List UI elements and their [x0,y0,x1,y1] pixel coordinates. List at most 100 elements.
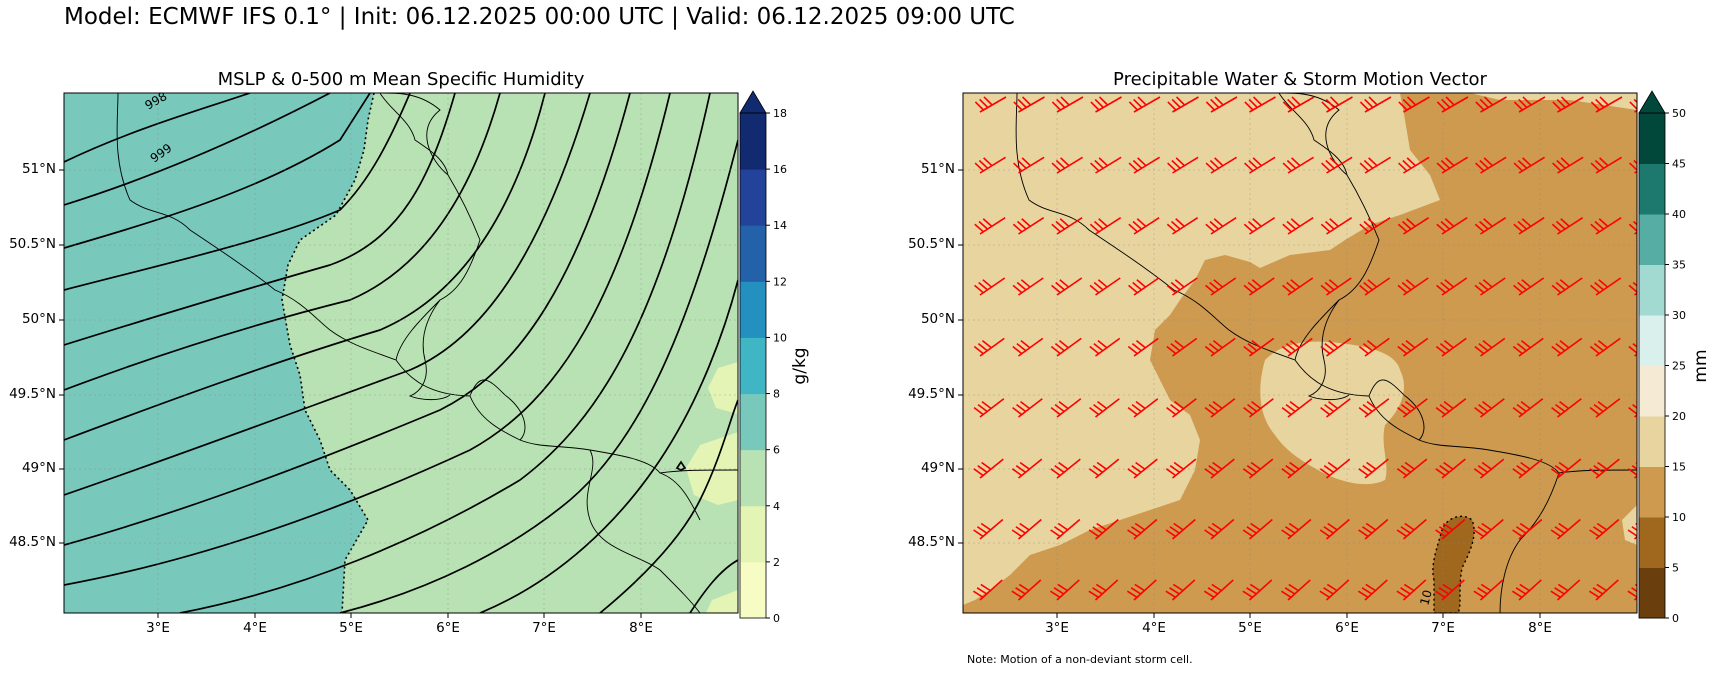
colorbar-segment [1639,163,1665,215]
storm-motion-barb [1474,337,1506,357]
storm-motion-barb [1435,518,1466,540]
colorbar-tick-label: 35 [1672,259,1686,272]
storm-motion-barb [1319,458,1351,479]
storm-motion-barb [1088,518,1119,540]
storm-motion-barb [1475,96,1507,113]
colorbar-tick-label: 0 [773,612,780,625]
colorbar-segment [1639,113,1665,164]
dry-patch [686,432,738,505]
storm-motion-barb [1588,579,1619,601]
storm-motion-barb [1049,579,1080,601]
storm-motion-barb [1398,96,1430,113]
storm-motion-barb [1590,96,1623,113]
right-map-frame [962,92,1638,614]
storm-motion-barb [1359,156,1391,174]
storm-motion-barb [974,216,1006,235]
storm-motion-barb [1166,216,1199,235]
storm-motion-barb [1166,277,1198,296]
colorbar-tick-label: 0 [1672,612,1679,625]
storm-motion-barb [1396,579,1427,601]
storm-motion-barb [1474,398,1505,418]
storm-motion-barb [972,579,1003,601]
y-tick-label: 51°N [920,161,955,177]
storm-motion-barb [1551,337,1583,357]
storm-motion-barb [1204,518,1235,540]
storm-motion-barb [1204,398,1236,418]
storm-motion-barb [1397,398,1428,418]
colorbar-tick-label: 4 [773,500,780,513]
storm-motion-barb [1128,277,1160,296]
storm-motion-barb [1089,277,1121,296]
storm-motion-barb [1126,579,1157,601]
storm-motion-barb [1127,398,1159,418]
storm-motion-barb [1281,398,1313,418]
graticule [64,93,738,613]
colorbar-frame [739,112,767,619]
colorbar-segment [740,561,766,619]
storm-motion-barb [974,156,1006,174]
storm-motion-barb [1243,398,1274,418]
storm-motion-barb [973,398,1005,418]
storm-motion-barb [1320,398,1351,418]
colorbar-tick-label: 8 [773,388,780,401]
storm-motion-barb [1167,96,1199,113]
storm-motion-barb [1512,337,1544,357]
storm-motion-barb [1513,96,1546,113]
colorbar-segment [740,337,766,395]
colorbar-segment [1639,264,1665,316]
dry-patch [708,362,738,414]
y-tick-label: 51°N [21,161,56,177]
storm-motion-barb [1358,398,1390,418]
x-tick-label: 3°E [1045,620,1069,636]
colorbar-segment [1639,416,1665,467]
pw-colorbar: 0 5 10 15 20 25 30 35 40 45 50 [1638,90,1686,625]
storm-motion-barb [1051,277,1083,296]
storm-motion-barb [1281,458,1312,479]
storm-motion-barb [1320,277,1352,296]
y-tick-label: 50.5°N [908,236,955,252]
storm-motion-barb [1050,337,1082,357]
storm-motion-barb [1205,216,1237,235]
storm-motion-barb [1282,216,1314,235]
storm-motion-barbs [972,96,1637,601]
storm-motion-barb [1590,277,1622,296]
storm-motion-barb [1550,518,1581,540]
colorbar-tick-label: 45 [1672,158,1686,171]
storm-motion-barb [1167,156,1199,174]
storm-motion-barb [1090,156,1122,174]
storm-motion-barb [1205,96,1238,113]
colorbar-segment [740,113,766,170]
contour-label-10: 10 [1417,588,1434,606]
storm-motion-barb [1513,156,1545,174]
storm-motion-barb [1473,458,1505,479]
colorbar-segment [1639,517,1665,568]
x-tick-label: 6°E [1335,620,1359,636]
storm-motion-barb [1282,96,1315,113]
storm-motion-barb [1436,277,1468,296]
storm-motion-barb [1090,96,1122,113]
storm-motion-barb [1282,156,1314,174]
colorbar-tick-label: 18 [773,107,787,120]
colorbar-segment [740,225,766,282]
storm-motion-barb [1244,156,1276,174]
storm-motion-barb [1242,458,1274,479]
colorbar-tick-label: 16 [773,163,787,176]
moist-boundary-dotted [281,93,375,613]
storm-motion-barb [1473,518,1504,540]
storm-motion-barb [1051,156,1083,174]
storm-motion-barb [1050,398,1082,418]
storm-motion-barb [1012,216,1045,235]
pw-5-10-region [1432,515,1475,613]
storm-motion-barb [1127,458,1158,479]
x-tick-label: 6°E [436,620,460,636]
storm-motion-barb [1088,458,1120,479]
colorbar-extend-arrow [1638,90,1666,114]
storm-motion-barb [1435,458,1466,479]
storm-motion-barb [1321,96,1353,113]
storm-motion-barb [1013,156,1045,174]
storm-motion-barb [1205,277,1237,296]
storm-motion-barb [1282,277,1314,296]
colorbar-tick-label: 12 [773,275,787,288]
x-tick-label: 4°E [1142,620,1166,636]
storm-motion-barb [1397,337,1429,357]
